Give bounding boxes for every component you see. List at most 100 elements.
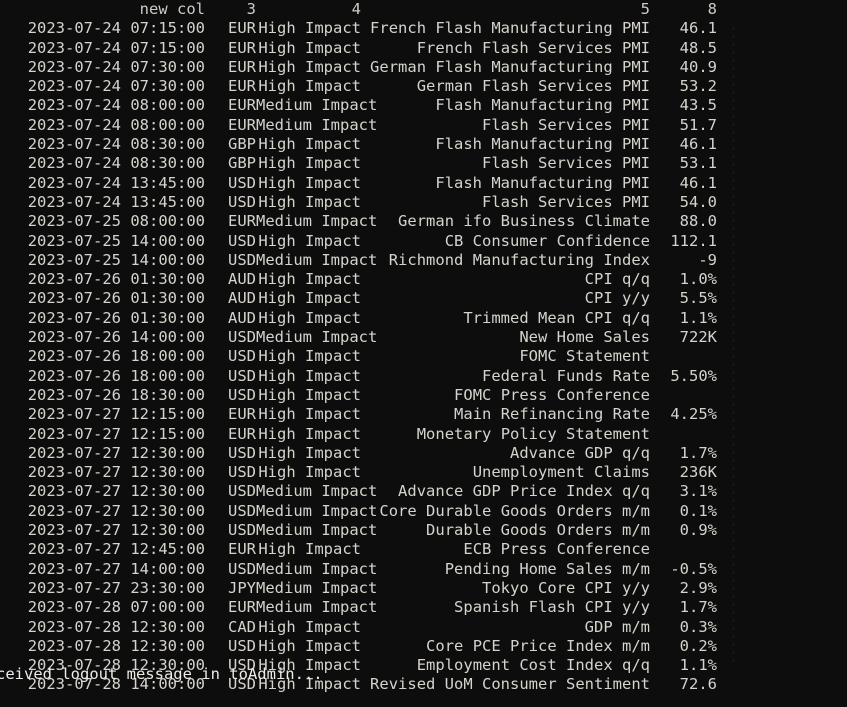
cell-value: 1.7%: [679, 443, 717, 462]
cell-currency: USD: [228, 675, 256, 694]
cell-event: CB Consumer Confidence: [444, 231, 650, 250]
table-row: 2023-07-27 23:30:00 JPYMedium Impact Tokyo…: [0, 579, 847, 598]
cell-value: 236K: [679, 463, 717, 482]
cell-currency: USD: [228, 385, 256, 404]
cell-impact: Medium Impact: [256, 578, 378, 597]
cell-value: 0.2%: [679, 636, 717, 655]
table-row: 2023-07-27 12:45:00 EUR High Impact ECB Pre…: [0, 540, 847, 559]
cell-impact: High Impact: [258, 57, 361, 76]
cell-event: CPI q/q: [584, 270, 650, 289]
cell-event: Federal Funds Rate: [482, 366, 650, 385]
cell-event: French Flash Services PMI: [416, 38, 650, 57]
status-line: ceived logout message in toAdmin...: [0, 665, 323, 683]
cell-event: Durable Goods Orders m/m: [426, 521, 650, 540]
cell-currency: USD: [228, 231, 256, 250]
table-row: 2023-07-26 14:00:00 USDMedium Impact New H…: [0, 328, 847, 347]
cell-currency: EUR: [228, 540, 256, 559]
cell-event: Spanish Flash CPI y/y: [454, 598, 650, 617]
table-row: 2023-07-24 13:45:00 USD High Impact Flash S…: [0, 193, 847, 212]
table-row: 2023-07-25 14:00:00 USDMedium Impact Richm…: [0, 251, 847, 270]
cell-event: Revised UoM Consumer Sentiment: [370, 675, 650, 694]
cell-date: 2023-07-26 14:00:00: [27, 328, 205, 347]
cell-currency: USD: [228, 250, 256, 269]
cell-currency: USD: [228, 482, 256, 501]
cell-impact: High Impact: [258, 38, 361, 57]
cell-event: Monetary Policy Statement: [416, 424, 650, 443]
cell-currency: EUR: [228, 77, 256, 96]
cell-currency: USD: [228, 347, 256, 366]
cell-value: 1.0%: [679, 270, 717, 289]
cell-impact: High Impact: [258, 443, 361, 462]
cell-value: 40.9: [679, 57, 717, 76]
table-row: 2023-07-24 07:15:00 EUR High Impact French …: [0, 39, 847, 58]
table-row: 2023-07-24 07:30:00 EUR High Impact German …: [0, 58, 847, 77]
table-row: 2023-07-24 07:15:00 EUR High Impact French …: [0, 19, 847, 38]
cell-currency: USD: [228, 192, 256, 211]
cell-date: 2023-07-27 12:30:00: [27, 463, 205, 482]
cell-date: 2023-07-24 07:30:00: [27, 77, 205, 96]
table-row: 2023-07-26 18:00:00 USD High Impact Federal…: [0, 367, 847, 386]
cell-date: 2023-07-24 08:30:00: [27, 135, 205, 154]
cell-currency: EUR: [228, 57, 256, 76]
cell-event: Unemployment Claims: [472, 463, 650, 482]
cell-value: 2.9%: [679, 578, 717, 597]
cell-value: 88.0: [679, 212, 717, 231]
table-row: 2023-07-24 13:45:00 USD High Impact Flash M…: [0, 174, 847, 193]
cell-value: 43.5: [679, 96, 717, 115]
cell-value: 0.9%: [679, 521, 717, 540]
cell-event: New Home Sales: [519, 328, 650, 347]
cell-value: 722K: [679, 328, 717, 347]
cell-event: Tokyo Core CPI y/y: [482, 578, 650, 597]
cell-impact: High Impact: [258, 347, 361, 366]
cell-impact: High Impact: [258, 656, 361, 675]
cell-impact: High Impact: [258, 173, 361, 192]
cell-impact: High Impact: [258, 617, 361, 636]
cell-date: 2023-07-27 14:00:00: [27, 559, 205, 578]
cell-date: 2023-07-27 12:30:00: [27, 521, 205, 540]
cell-date: 2023-07-27 12:15:00: [27, 424, 205, 443]
table-row: 2023-07-24 08:30:00 GBP High Impact Flash S…: [0, 154, 847, 173]
cell-impact: High Impact: [258, 270, 361, 289]
cell-date: 2023-07-28 14:00:00: [27, 675, 205, 694]
cell-date: 2023-07-24 07:15:00: [27, 19, 205, 38]
cell-currency: GBP: [228, 154, 256, 173]
cell-date: 2023-07-24 08:30:00: [27, 154, 205, 173]
cell-event: Advance GDP Price Index q/q: [398, 482, 650, 501]
cell-impact: High Impact: [258, 385, 361, 404]
cell-currency: USD: [228, 521, 256, 540]
cell-currency: USD: [228, 328, 256, 347]
cell-currency: EUR: [228, 424, 256, 443]
cell-event: Flash Services PMI: [482, 192, 650, 211]
cell-event: Richmond Manufacturing Index: [388, 250, 650, 269]
cell-impact: Medium Impact: [256, 521, 378, 540]
table-row: 2023-07-27 12:30:00 USD High Impact Advance…: [0, 444, 847, 463]
cell-currency: USD: [228, 443, 256, 462]
cell-currency: USD: [228, 636, 256, 655]
cell-impact: High Impact: [258, 192, 361, 211]
table-row: 2023-07-28 07:00:00 EURMedium Impact Spani…: [0, 598, 847, 617]
table-row: 2023-07-26 01:30:00 AUD High Impact Trimmed…: [0, 309, 847, 328]
cell-value: 0.3%: [679, 617, 717, 636]
column-header-impact: 4: [351, 0, 361, 18]
cell-currency: EUR: [228, 19, 256, 38]
table-row: 2023-07-26 01:30:00 AUD High Impact CPI q/q…: [0, 270, 847, 289]
column-header-currency: 3: [246, 0, 256, 18]
cell-date: 2023-07-26 18:30:00: [27, 385, 205, 404]
column-header-event: 5: [640, 0, 650, 18]
cell-currency: GBP: [228, 135, 256, 154]
cell-date: 2023-07-26 18:00:00: [27, 366, 205, 385]
cell-event: Trimmed Mean CPI q/q: [463, 308, 650, 327]
cell-event: CPI y/y: [584, 289, 650, 308]
cell-date: 2023-07-28 12:30:00: [27, 656, 205, 675]
cell-event: FOMC Statement: [519, 347, 650, 366]
cell-impact: High Impact: [258, 463, 361, 482]
cell-impact: Medium Impact: [256, 598, 378, 617]
cell-currency: USD: [228, 173, 256, 192]
cell-date: 2023-07-24 13:45:00: [27, 192, 205, 211]
table-row: 2023-07-26 01:30:00 AUD High Impact CPI y/y…: [0, 289, 847, 308]
cell-event: Core PCE Price Index m/m: [426, 636, 650, 655]
cell-impact: High Impact: [258, 636, 361, 655]
cell-currency: USD: [228, 463, 256, 482]
cell-value: 48.5: [679, 38, 717, 57]
